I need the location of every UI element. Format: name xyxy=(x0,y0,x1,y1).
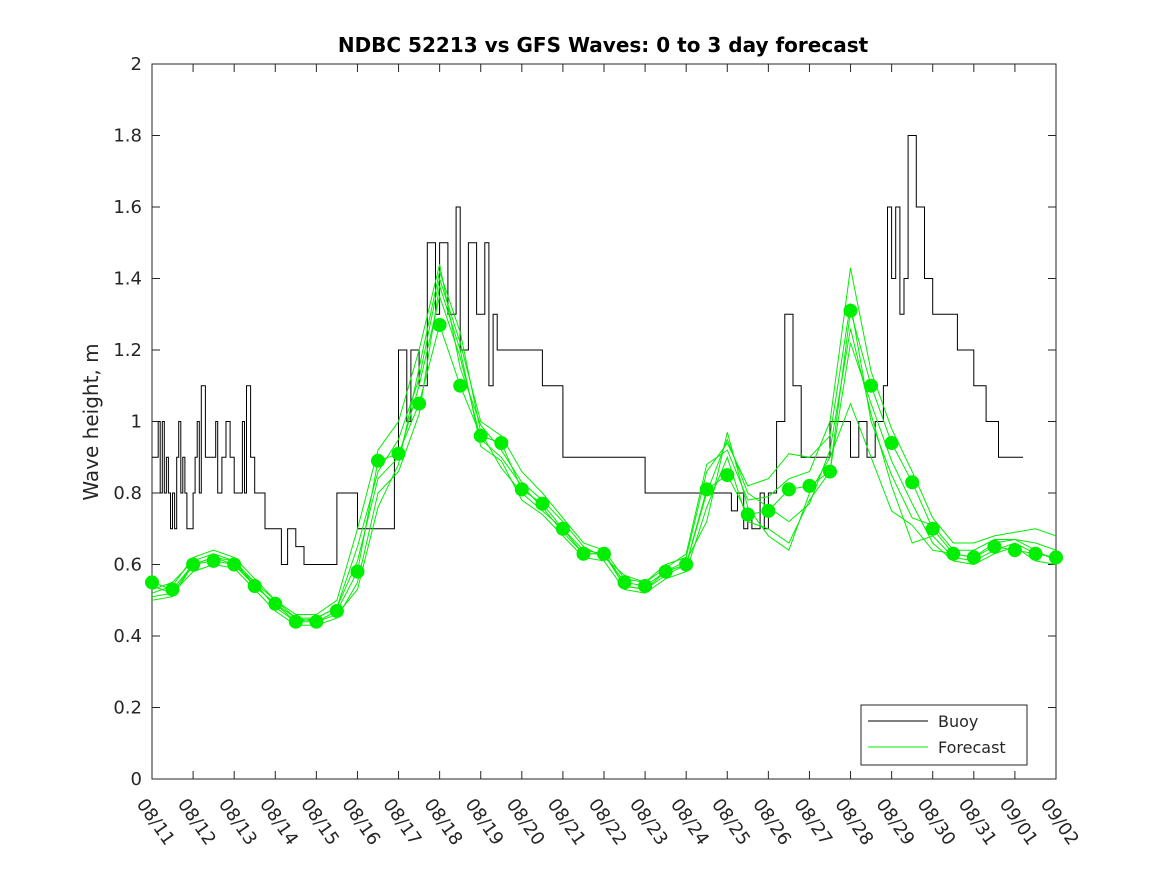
y-tick-label: 0 xyxy=(131,769,142,790)
forecast-point xyxy=(371,453,385,468)
y-tick-label: 1.8 xyxy=(113,126,142,147)
forecast-point xyxy=(391,446,406,461)
forecast-point xyxy=(823,464,837,479)
forecast-point xyxy=(740,507,755,522)
forecast-point xyxy=(412,396,427,411)
y-tick-label: 0.8 xyxy=(113,483,142,504)
y-tick-label: 1.2 xyxy=(113,340,142,361)
y-axis-label: Wave height, m xyxy=(79,343,103,500)
forecast-point xyxy=(843,303,858,318)
y-tick-label: 1.4 xyxy=(113,269,142,290)
forecast-point xyxy=(802,478,817,493)
forecast-point xyxy=(288,614,303,629)
forecast-point xyxy=(966,550,981,565)
y-tick-label: 0.6 xyxy=(113,555,142,576)
forecast-point xyxy=(617,575,632,590)
y-tick-label: 1.6 xyxy=(113,197,142,218)
legend-box xyxy=(860,704,1028,766)
forecast-point xyxy=(309,614,324,629)
forecast-point xyxy=(165,582,180,597)
chart-title: NDBC 52213 vs GFS Waves: 0 to 3 day fore… xyxy=(338,33,869,57)
forecast-point xyxy=(638,579,653,593)
legend: Buoy Forecast xyxy=(860,704,1028,766)
legend-label-forecast: Forecast xyxy=(938,738,1006,757)
forecast-point xyxy=(227,557,242,572)
forecast-point xyxy=(453,378,468,393)
forecast-point xyxy=(514,482,529,497)
forecast-point xyxy=(432,318,447,332)
forecast-point xyxy=(535,496,550,511)
forecast-point xyxy=(350,564,365,579)
forecast-point xyxy=(268,596,283,611)
legend-label-buoy: Buoy xyxy=(938,712,978,731)
forecast-point xyxy=(884,436,899,450)
forecast-point xyxy=(658,564,673,579)
forecast-point xyxy=(186,557,201,572)
plot-box xyxy=(151,63,1057,780)
forecast-point xyxy=(905,475,920,490)
forecast-point xyxy=(761,503,776,518)
forecast-point xyxy=(494,436,509,450)
forecast-point xyxy=(946,546,961,561)
forecast-point xyxy=(329,604,344,618)
forecast-point xyxy=(145,575,159,590)
forecast-point xyxy=(597,546,611,561)
forecast-point xyxy=(555,521,570,536)
forecast-point xyxy=(864,378,879,393)
forecast-point xyxy=(925,521,940,536)
forecast-run-line xyxy=(152,285,1056,626)
y-tick-label: 0.4 xyxy=(113,626,142,647)
forecast-point xyxy=(699,482,714,497)
y-tick-label: 2 xyxy=(131,54,142,75)
y-tick-label: 0.2 xyxy=(113,698,142,719)
forecast-point xyxy=(473,428,488,443)
forecast-point xyxy=(987,539,1002,554)
forecast-point xyxy=(781,482,796,497)
forecast-point xyxy=(1028,546,1043,561)
forecast-point xyxy=(206,553,221,568)
series-line-buoy xyxy=(152,135,1024,565)
forecast-point xyxy=(679,557,694,572)
forecast-point xyxy=(247,579,262,593)
forecast-point xyxy=(1007,543,1022,558)
forecast-point xyxy=(576,546,591,561)
forecast-point xyxy=(720,468,735,483)
forecast-point xyxy=(1049,550,1063,565)
y-tick-label: 1 xyxy=(131,412,142,433)
